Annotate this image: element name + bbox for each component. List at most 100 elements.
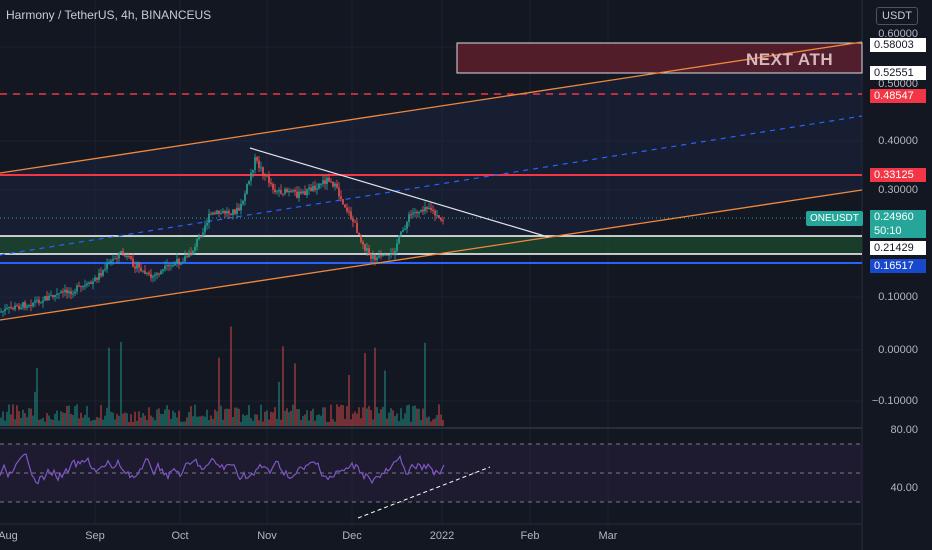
candle-body [276,191,278,193]
support-price-tag[interactable]: 0.21429 [870,241,926,255]
candle-body [376,257,378,261]
candle-body [400,231,402,236]
volume-bar [432,419,434,426]
ath-top-price-tag[interactable]: 0.58003 [870,38,926,52]
candle-body [212,212,214,215]
candle-body [378,255,380,258]
volume-bar [384,370,386,426]
candle-body [270,182,272,185]
volume-bar [110,411,112,426]
candle-body [142,270,144,272]
price-axis-label: 0.10000 [878,291,918,303]
candle-body [358,232,360,236]
channel-bottom-line[interactable] [0,189,863,321]
candle-body [60,291,62,294]
volume-bar [250,418,252,426]
chart-title[interactable]: Harmony / TetherUS, 4h, BINANCEUS [6,8,212,22]
candle-body [366,248,368,251]
candle-body [410,214,412,216]
volume-bar [122,413,124,426]
candle-body [280,190,282,194]
volume-bar [428,416,430,426]
candle-body [48,295,50,301]
candle-body [248,180,250,184]
candle-body [118,252,120,259]
candle-body [112,258,114,261]
candle-body [70,291,72,295]
candle-body [392,253,394,255]
volume-bar [202,415,204,426]
volume-bar [2,411,4,426]
candle-body [404,228,406,231]
volume-bar [108,347,110,426]
volume-bar [370,410,372,426]
candle-body [180,262,182,265]
current-price-tag[interactable]: 0.24960 [870,210,926,224]
volume-bar [80,412,82,426]
candle-body [22,302,24,308]
candle-body [288,190,290,193]
candle-body [62,291,64,293]
volume-bar [296,409,298,426]
volume-bar [204,416,206,426]
channel-top-line[interactable] [0,41,863,174]
candle-body [328,177,330,182]
red-dashed-price-tag[interactable]: 0.48547 [870,89,926,103]
support-zone[interactable] [0,236,862,254]
candle-body [244,193,246,201]
candle-body [346,207,348,212]
volume-bar [392,410,394,426]
volume-bar [272,412,274,426]
candle-body [312,185,314,192]
bar-countdown: 50:10 [870,224,926,238]
volume-bar [16,405,18,426]
candle-body [390,253,392,255]
volume-bar [210,415,212,426]
red-line-price-tag[interactable]: 0.33125 [870,168,926,182]
candle-body [34,300,36,303]
rsi-trendline[interactable] [357,466,491,519]
volume-bar [330,404,332,426]
volume-bar [140,417,142,426]
descending-trendline[interactable] [249,147,549,238]
volume-bar [94,419,96,426]
volume-bar [24,413,26,426]
candle-body [98,273,100,280]
volume-bar [268,419,270,426]
blue-support-price-tag[interactable]: 0.16517 [870,259,926,273]
volume-bar [306,410,308,426]
volume-bar [422,408,424,426]
candle-body [154,274,156,277]
volume-bar [158,408,160,426]
candle-body [428,207,430,209]
volume-bar [434,418,436,426]
price-axis-label: −0.10000 [871,395,918,407]
volume-bar [346,406,348,426]
candle-body [10,306,12,309]
volume-bar [48,415,50,426]
candle-body [176,258,178,264]
volume-bar [134,411,136,426]
ath-bottom-price-tag[interactable]: 0.52551 [870,66,926,80]
volume-bar [62,412,64,426]
volume-bar [160,413,162,426]
candle-body [146,272,148,274]
volume-bar [86,405,88,426]
next-ath-zone[interactable] [456,42,863,74]
volume-bar [314,420,316,426]
candle-body [228,211,230,214]
volume-bar [118,415,120,426]
candle-body [58,293,60,295]
volume-bar [120,341,122,426]
volume-bar [12,404,14,426]
volume-bar [98,417,100,426]
volume-bar [438,404,440,426]
volume-bar [222,419,224,426]
candle-body [256,157,258,161]
candle-body [426,207,428,209]
currency-button[interactable]: USDT [876,7,918,25]
candle-body [124,255,126,257]
candle-body [224,211,226,214]
candle-body [130,256,132,259]
